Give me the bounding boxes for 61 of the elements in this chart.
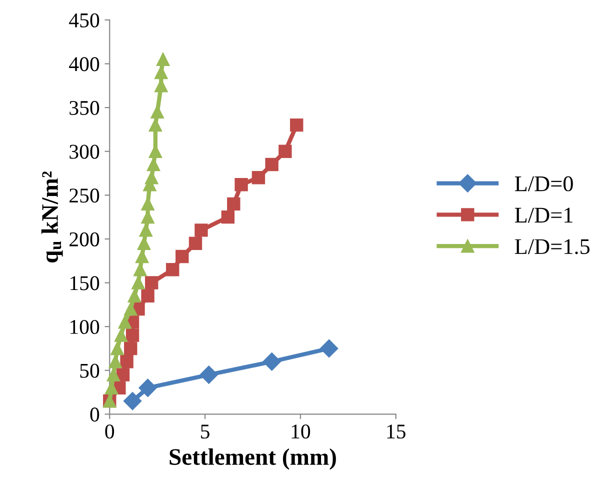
- legend-label: L/D=1.5: [514, 239, 590, 254]
- y-tick-label: 100: [70, 320, 100, 334]
- y-tick-label: 200: [70, 232, 100, 246]
- point: [320, 339, 338, 358]
- x-tick-label: 15: [387, 424, 406, 439]
- point: [194, 224, 208, 237]
- point: [278, 144, 292, 158]
- point: [106, 368, 120, 382]
- point: [141, 197, 154, 211]
- point: [123, 392, 142, 410]
- point: [104, 381, 118, 394]
- point: [200, 366, 218, 384]
- point: [114, 328, 128, 342]
- point: [234, 178, 248, 192]
- y-tick-label: 150: [70, 276, 100, 290]
- x-axis-title: Settlement (mm): [170, 448, 336, 470]
- point: [118, 316, 132, 329]
- point: [146, 158, 160, 172]
- y-axis-title: q$_{u}$ kN/m²: [41, 171, 63, 262]
- point: [252, 171, 266, 184]
- x-tick-label: 0: [105, 424, 114, 439]
- point: [110, 342, 124, 356]
- point: [132, 276, 145, 290]
- point: [120, 355, 134, 368]
- point: [138, 378, 157, 397]
- x-tick-label: 5: [201, 424, 210, 439]
- point: [166, 263, 180, 276]
- point: [137, 236, 151, 250]
- point: [265, 158, 278, 172]
- point: [135, 250, 149, 264]
- point: [262, 352, 281, 371]
- point: [124, 302, 138, 316]
- point: [227, 197, 240, 211]
- point: [145, 171, 158, 184]
- point: [108, 355, 122, 368]
- y-tick-label: 250: [70, 188, 100, 203]
- point: [134, 263, 147, 276]
- y-tick-label: 300: [70, 144, 100, 159]
- point: [154, 66, 168, 80]
- point: [188, 236, 202, 250]
- y-tick-label: 350: [70, 100, 100, 115]
- point: [156, 52, 170, 66]
- point: [176, 250, 189, 264]
- point: [148, 118, 162, 132]
- point: [290, 118, 304, 132]
- legend-label: L/D=1: [514, 208, 572, 223]
- y-tick-label: 50: [80, 364, 100, 378]
- point: [139, 224, 152, 237]
- point: [145, 276, 158, 290]
- point: [221, 210, 235, 224]
- point: [124, 342, 138, 356]
- y-tick-label: 450: [69, 13, 100, 28]
- y-tick-label: 400: [69, 57, 100, 72]
- point: [150, 105, 164, 119]
- x-tick-label: 10: [292, 424, 310, 439]
- point: [128, 289, 142, 303]
- point: [126, 328, 140, 342]
- point: [141, 289, 154, 303]
- point: [116, 368, 130, 382]
- legend-label: L/D=0: [514, 176, 573, 192]
- y-tick-label: 0: [90, 408, 100, 422]
